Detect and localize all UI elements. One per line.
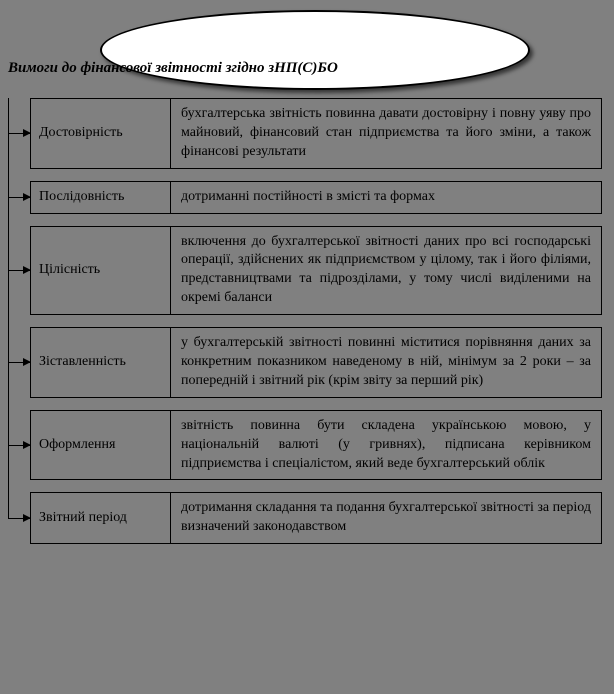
row-term: Оформлення (31, 411, 171, 480)
diagram-row: Зіставленністьу бухгалтерській звітності… (30, 327, 602, 398)
row-description: включення до бухгалтерської звітності да… (171, 227, 601, 315)
row-description: бухгалтерська звітність повинна давати д… (171, 99, 601, 168)
row-term: Зіставленність (31, 328, 171, 397)
row-term: Звітний період (31, 493, 171, 543)
diagram-row: Оформленнязвітність повинна бути складен… (30, 410, 602, 481)
row-description: звітність повинна бути складена українсь… (171, 411, 601, 480)
connector-arrow (8, 270, 30, 271)
diagram-row: Послідовністьдотриманні постійності в зм… (30, 181, 602, 214)
connector-arrow (8, 133, 30, 134)
diagram-row: Достовірністьбухгалтерська звітність пов… (30, 98, 602, 169)
connector-arrow (8, 445, 30, 446)
rows-container: Достовірністьбухгалтерська звітність пов… (30, 98, 602, 556)
row-term: Цілісність (31, 227, 171, 315)
connector-arrow (8, 197, 30, 198)
title-ellipse (100, 10, 530, 90)
connector-arrow (8, 518, 30, 519)
row-term: Достовірність (31, 99, 171, 168)
row-description: у бухгалтерській звітності повинні місти… (171, 328, 601, 397)
diagram-row: Звітний періоддотримання складання та по… (30, 492, 602, 544)
diagram-row: Цілісністьвключення до бухгалтерської зв… (30, 226, 602, 316)
connector-spine (8, 98, 9, 518)
row-description: дотриманні постійності в змісті та форма… (171, 182, 601, 213)
row-description: дотримання складання та подання бухгалте… (171, 493, 601, 543)
diagram-title: Вимоги до фінансової звітності згідно зН… (8, 60, 338, 77)
connector-arrow (8, 362, 30, 363)
row-term: Послідовність (31, 182, 171, 213)
